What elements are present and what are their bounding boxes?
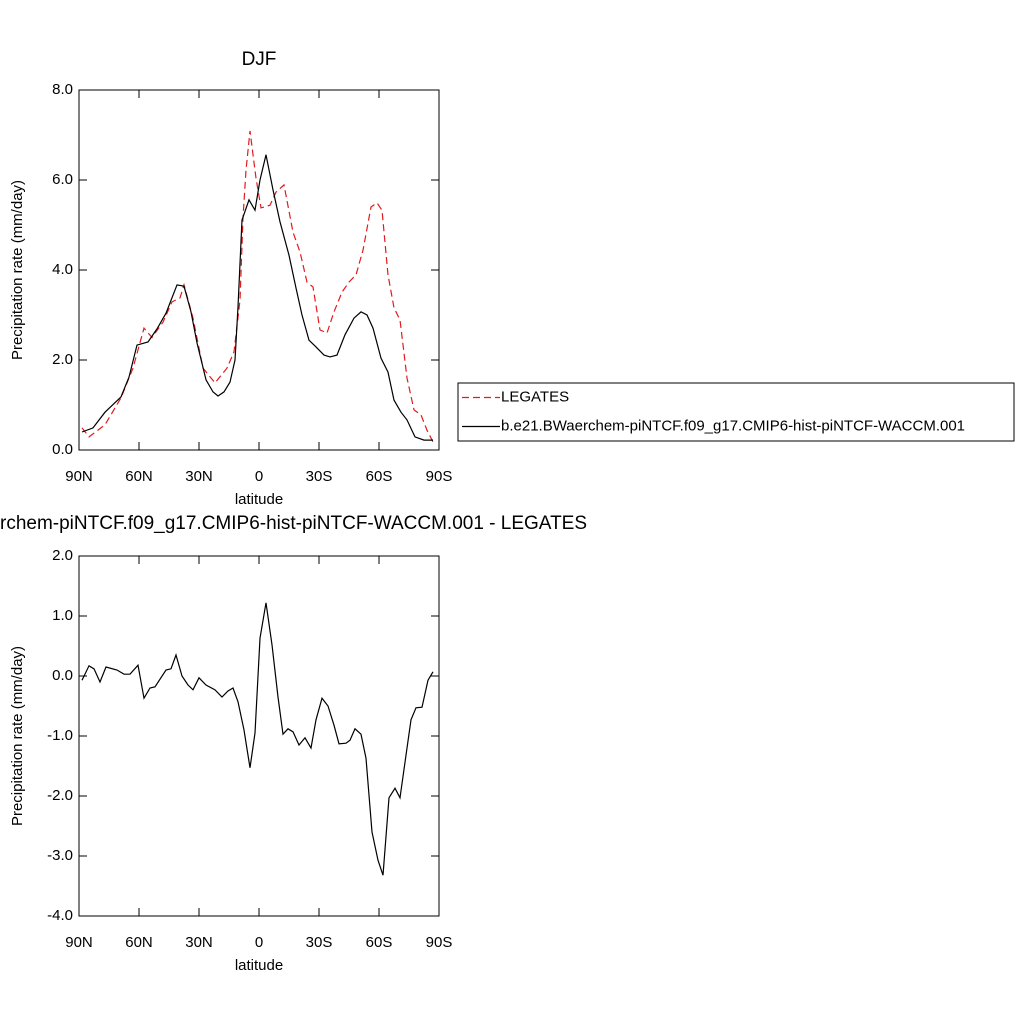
y-tick-label: 4.0 bbox=[52, 261, 73, 278]
chart-title: DJF bbox=[242, 49, 277, 70]
x-tick-label: 30S bbox=[306, 468, 333, 485]
legend-label: b.e21.BWaerchem-piNTCF.f09_g17.CMIP6-his… bbox=[501, 417, 965, 434]
y-tick-label: 0.0 bbox=[52, 667, 73, 684]
y-tick-label: 2.0 bbox=[52, 547, 73, 564]
y-tick-label: 8.0 bbox=[52, 81, 73, 98]
x-tick-label: 90S bbox=[426, 468, 453, 485]
y-tick-label: -4.0 bbox=[47, 907, 73, 924]
x-tick-label: 60N bbox=[125, 468, 153, 485]
x-tick-label: 60S bbox=[366, 468, 393, 485]
y-tick-label: 0.0 bbox=[52, 441, 73, 458]
data-line bbox=[81, 154, 433, 441]
y-tick-label: 2.0 bbox=[52, 351, 73, 368]
x-tick-label: 90N bbox=[65, 934, 93, 951]
x-tick-label: 90N bbox=[65, 468, 93, 485]
y-axis-label: Precipitation rate (mm/day) bbox=[9, 180, 26, 360]
chart-title: rchem-piNTCF.f09_g17.CMIP6-hist-piNTCF-W… bbox=[0, 513, 587, 534]
y-tick-label: -3.0 bbox=[47, 847, 73, 864]
data-line bbox=[81, 602, 434, 876]
y-tick-label: 1.0 bbox=[52, 607, 73, 624]
y-axis-label: Precipitation rate (mm/day) bbox=[9, 646, 26, 826]
x-tick-label: 0 bbox=[255, 468, 263, 485]
x-tick-label: 90S bbox=[426, 934, 453, 951]
y-tick-label: -1.0 bbox=[47, 727, 73, 744]
x-tick-label: 0 bbox=[255, 934, 263, 951]
x-tick-label: 30S bbox=[306, 934, 333, 951]
plot-frame bbox=[78, 555, 440, 917]
legend-label: LEGATES bbox=[501, 388, 569, 405]
data-line bbox=[81, 130, 434, 443]
legend-box bbox=[457, 382, 1015, 442]
x-axis-label: latitude bbox=[235, 957, 283, 974]
x-tick-label: 60S bbox=[366, 934, 393, 951]
x-tick-label: 30N bbox=[185, 934, 213, 951]
x-tick-label: 60N bbox=[125, 934, 153, 951]
y-tick-label: -2.0 bbox=[47, 787, 73, 804]
plot-frame bbox=[78, 89, 440, 451]
x-tick-label: 30N bbox=[185, 468, 213, 485]
y-tick-label: 6.0 bbox=[52, 171, 73, 188]
x-axis-label: latitude bbox=[235, 491, 283, 508]
